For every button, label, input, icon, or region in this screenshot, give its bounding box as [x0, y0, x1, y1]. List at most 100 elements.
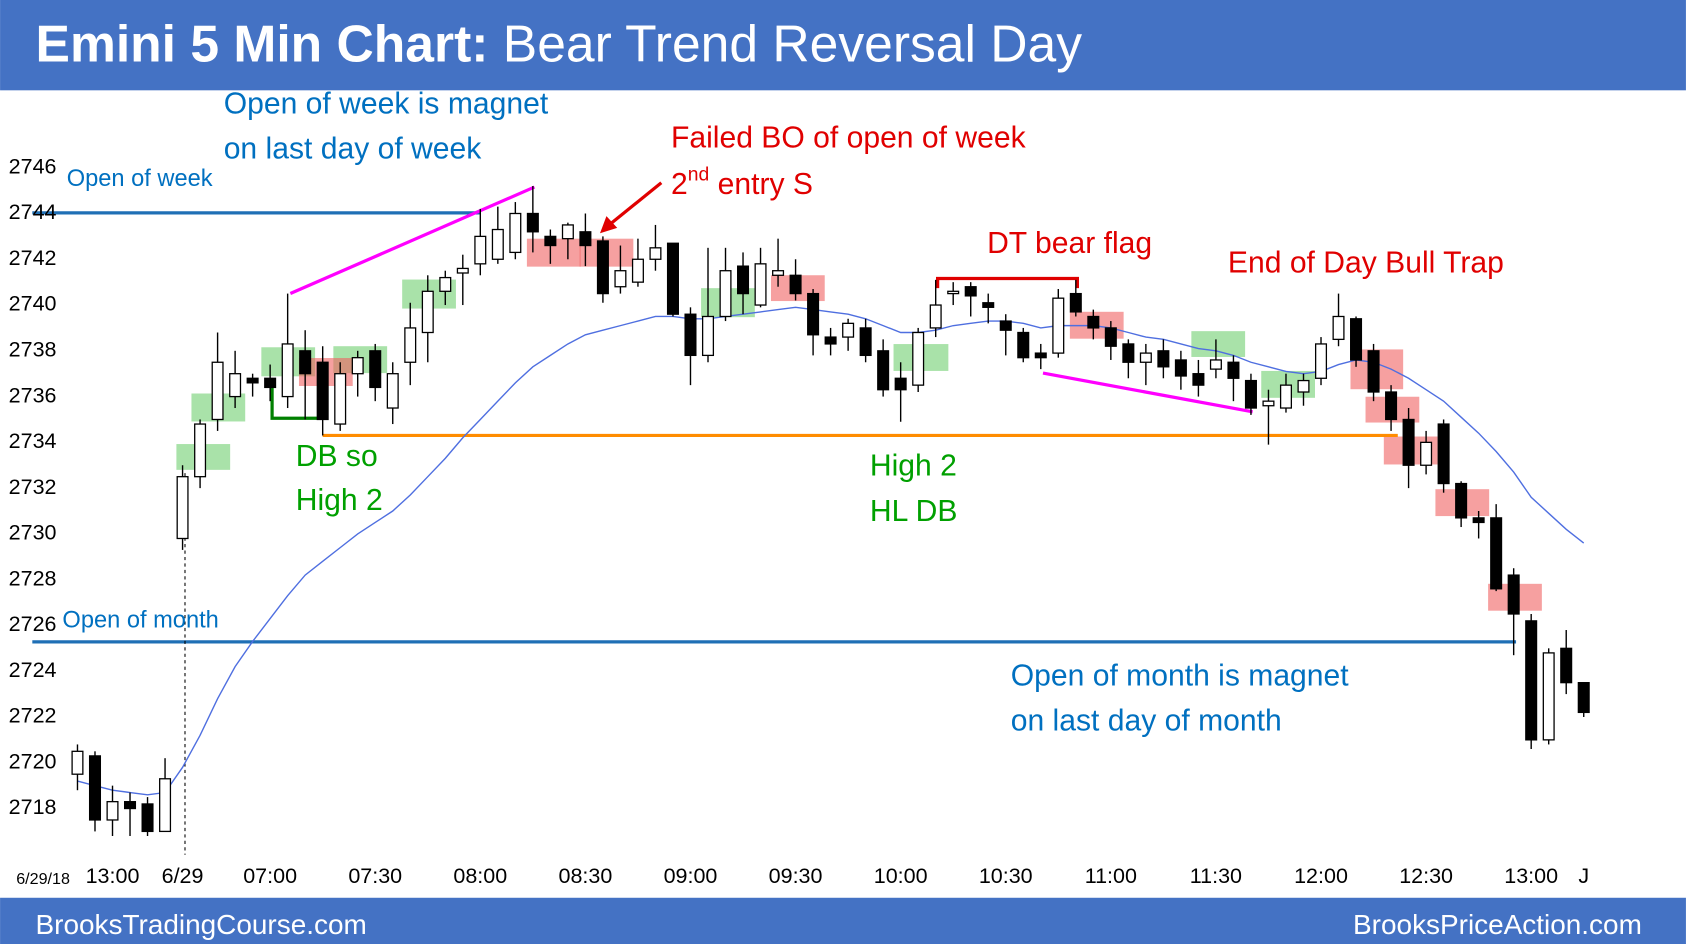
annotations: Open of week is magnet on last day of we… — [62, 87, 1504, 737]
candle-body — [561, 224, 574, 240]
candle-body — [789, 274, 802, 295]
candle-body — [88, 755, 102, 821]
annotation: on last day of week — [224, 132, 483, 165]
candle-body — [194, 423, 207, 478]
candle-body — [1157, 350, 1170, 368]
candle-body — [579, 231, 592, 247]
y-tick-label: 2718 — [9, 795, 57, 819]
x-tick-label: 07:00 — [243, 864, 297, 888]
candle-body — [509, 212, 522, 254]
annotation: on last day of month — [1011, 704, 1282, 737]
candle-body — [631, 258, 644, 283]
title-rest: Bear Trend Reversal Day — [488, 14, 1082, 72]
x-tick-label: 13:00 — [1504, 864, 1558, 888]
annotation: HL DB — [870, 495, 958, 528]
candle-body — [1314, 343, 1328, 379]
candle-body — [351, 357, 364, 375]
y-tick-label: 2722 — [9, 704, 57, 728]
candle-body — [1420, 441, 1433, 466]
y-tick-label: 2730 — [9, 521, 57, 545]
x-tick-label: 13:00 — [86, 864, 140, 888]
x-tick-label: 10:30 — [979, 864, 1033, 888]
green-box — [1191, 331, 1246, 357]
x-tick-label: 11:00 — [1085, 864, 1137, 888]
candle-body — [1525, 620, 1538, 741]
candle-body — [474, 235, 487, 265]
candle-body — [912, 331, 925, 386]
candle-body — [246, 377, 259, 384]
x-tick-label: 09:30 — [769, 864, 823, 888]
candle-body — [1542, 652, 1555, 741]
candle-body — [894, 377, 907, 391]
candle-body — [1490, 517, 1503, 590]
candle-body — [701, 315, 715, 357]
candle-body — [1455, 482, 1468, 519]
y-tick-label: 2738 — [9, 337, 57, 361]
candle-body — [1192, 373, 1205, 386]
candle-body — [1297, 379, 1310, 393]
candle-body — [1209, 359, 1222, 370]
y-tick-label: 2720 — [9, 749, 57, 773]
y-tick-label: 2734 — [9, 429, 57, 453]
candle-body — [1577, 682, 1590, 714]
candle-body — [1402, 418, 1415, 466]
annotation-part: entry S — [709, 168, 813, 201]
candle-body — [1262, 400, 1275, 407]
candle-body — [106, 801, 119, 821]
annotation-part: 2 — [671, 168, 688, 201]
candle-body — [439, 276, 452, 292]
x-tick-label: 09:00 — [664, 864, 718, 888]
candle-body — [229, 373, 242, 398]
arrow-head — [600, 216, 618, 234]
footer-left: BrooksTradingCourse.com — [36, 909, 367, 940]
annotation: Open of month is magnet — [1011, 659, 1350, 692]
candle-body — [982, 302, 995, 308]
annotation: Open of week is magnet — [224, 87, 549, 120]
candle-body — [456, 267, 469, 274]
candle-body — [666, 242, 679, 315]
chart-title: Emini 5 Min Chart: Bear Trend Reversal D… — [36, 14, 1083, 72]
candle-body — [526, 212, 539, 233]
moving-average — [77, 306, 1585, 796]
candle-body — [1367, 350, 1380, 393]
y-tick-label: 2728 — [9, 566, 57, 590]
candle-body — [1052, 297, 1065, 354]
y-tick-label: 2724 — [9, 658, 57, 682]
y-tick-label: 2744 — [9, 200, 57, 224]
candle-body — [264, 377, 277, 389]
x-tick-label: 6/29 — [162, 864, 204, 888]
candle-body — [1017, 331, 1030, 359]
candle-body — [614, 270, 627, 288]
candle-body — [1034, 352, 1047, 359]
candle-body — [1069, 292, 1082, 313]
candle-body — [369, 350, 382, 389]
y-tick-label: 2742 — [9, 246, 57, 270]
candle-body — [719, 270, 732, 318]
title-bold: Emini 5 Min Chart: — [36, 14, 489, 72]
x-tick-label: 07:30 — [348, 864, 402, 888]
candle-body — [999, 320, 1012, 331]
candle-body — [1350, 318, 1363, 361]
x-tick-label: 10:00 — [874, 864, 928, 888]
x-tick-label: J — [1578, 864, 1589, 888]
candle-body — [964, 286, 977, 297]
candle-body — [1227, 361, 1240, 379]
date-label: 6/29/18 — [16, 870, 70, 888]
candle-body — [772, 270, 785, 276]
annotation-sup: nd — [688, 163, 710, 185]
candle-body — [649, 247, 662, 260]
trend-line — [1042, 371, 1253, 414]
candle-body — [334, 373, 347, 425]
candle-body — [1244, 379, 1257, 409]
candle-body — [316, 361, 329, 421]
y-tick-label: 2746 — [9, 154, 57, 178]
candle-body — [1279, 384, 1293, 409]
candle-body — [859, 327, 872, 357]
arrow — [609, 181, 663, 225]
x-tick-label: 08:30 — [558, 864, 612, 888]
y-tick-label: 2736 — [9, 383, 57, 407]
plot: 2718 2720 2722 2724 2726 2728 2730 2732 2734 2736… — [9, 154, 1590, 888]
annotation: DB so — [296, 440, 378, 473]
candle-body — [1437, 423, 1450, 485]
